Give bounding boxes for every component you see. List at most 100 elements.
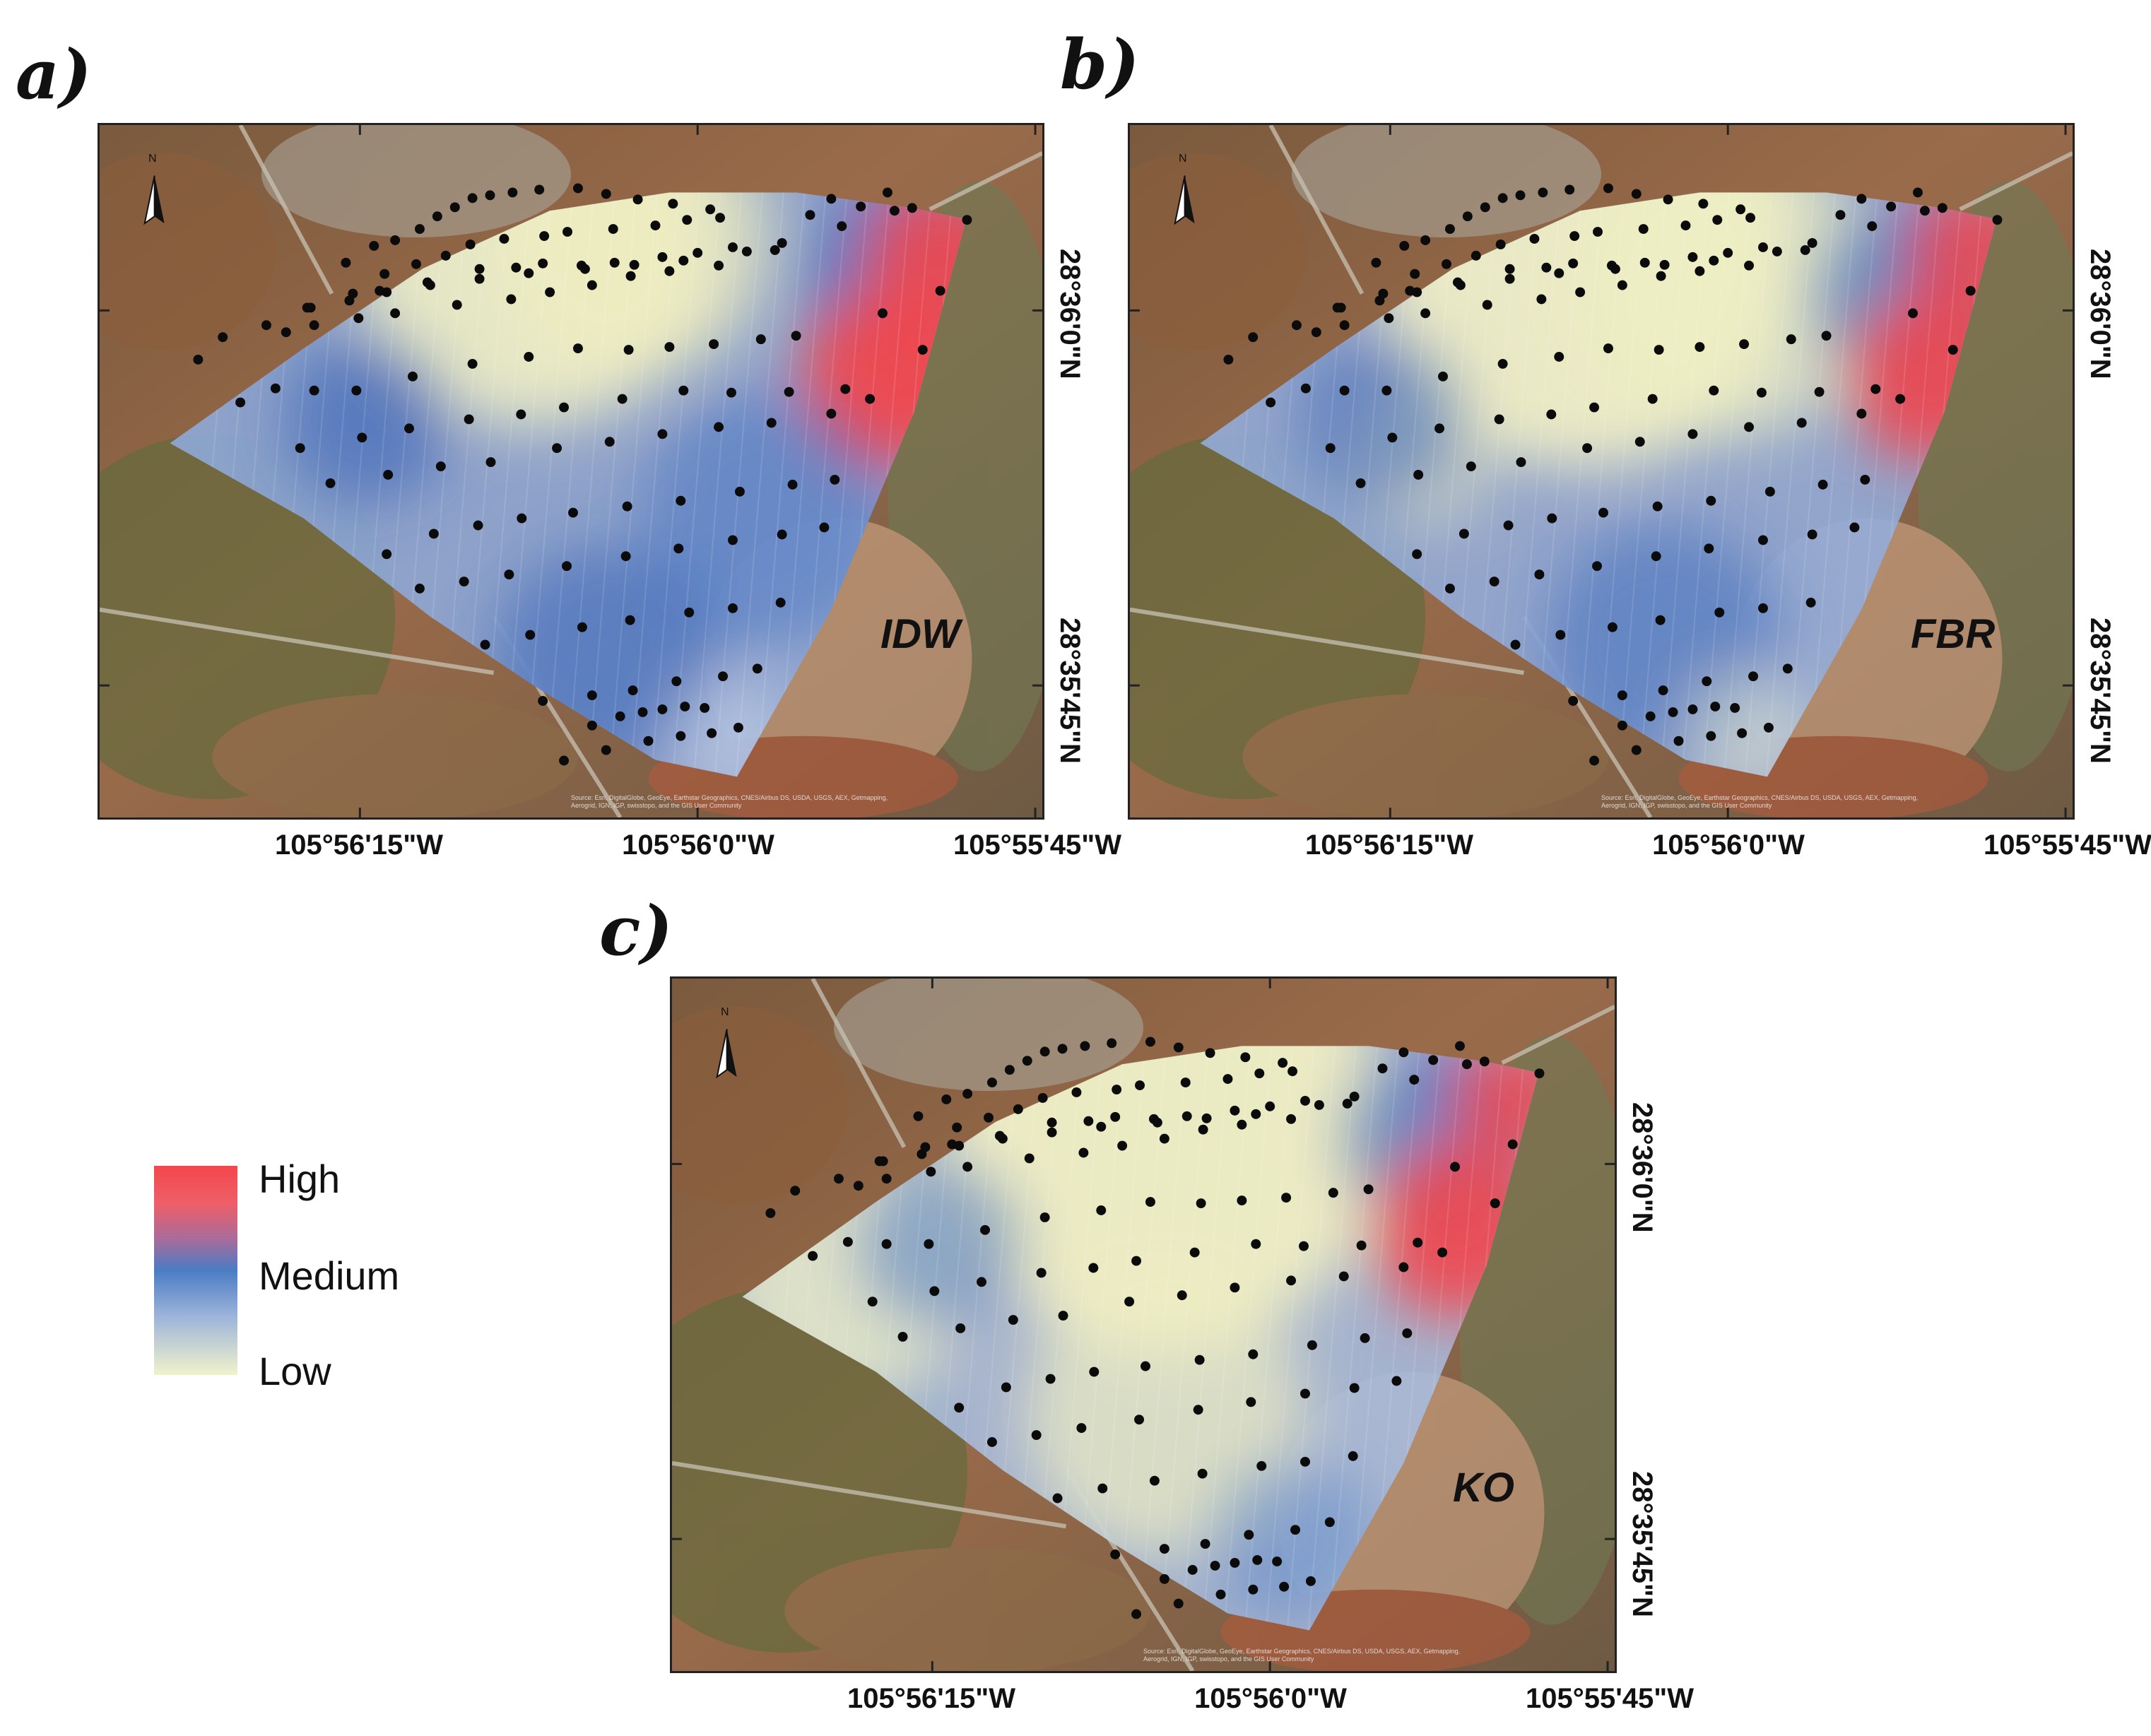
sampling-point (1256, 1460, 1267, 1471)
sampling-point (1349, 1383, 1360, 1393)
sampling-point (1300, 383, 1311, 394)
sampling-point (1603, 343, 1613, 354)
sampling-point (830, 474, 840, 485)
sampling-point (1870, 384, 1881, 394)
sampling-point (1723, 247, 1733, 258)
sampling-point (1490, 1198, 1500, 1209)
sampling-point (428, 529, 439, 539)
sampling-point (1031, 1430, 1042, 1441)
sampling-point (1546, 409, 1557, 420)
sampling-point (1739, 339, 1750, 350)
map-attribution: Source: Esri, DigitalGlobe, GeoEye, Eart… (1143, 1648, 1461, 1663)
sampling-point (1248, 1584, 1259, 1595)
sampling-point (1152, 1117, 1162, 1128)
sampling-point (897, 1331, 908, 1342)
sampling-point (601, 189, 611, 199)
sampling-point (1360, 1333, 1370, 1343)
sampling-point (1919, 206, 1930, 216)
sampling-point (1124, 1297, 1135, 1307)
sampling-point (1251, 1239, 1261, 1249)
legend-color-ramp (154, 1166, 237, 1375)
sampling-point (1479, 1056, 1490, 1067)
sampling-point (770, 244, 780, 255)
sampling-point (1494, 414, 1504, 425)
sampling-point (1076, 1423, 1087, 1434)
sampling-point (270, 383, 281, 394)
sampling-point (1251, 1109, 1261, 1119)
sampling-point (657, 252, 668, 262)
sampling-point (678, 385, 689, 396)
sampling-point (1471, 250, 1481, 261)
sampling-point (1867, 221, 1878, 232)
sampling-point (1078, 1147, 1089, 1158)
sampling-point (1438, 371, 1448, 382)
sampling-point (1702, 676, 1712, 687)
sampling-point (545, 287, 555, 297)
sampling-point (874, 1156, 885, 1167)
sampling-point (1764, 486, 1775, 497)
sampling-point (1398, 1047, 1409, 1058)
sampling-point (805, 210, 815, 220)
sampling-point (1083, 1116, 1094, 1126)
sampling-point (1658, 685, 1668, 696)
sampling-point (1652, 501, 1663, 512)
sampling-point (1695, 266, 1705, 276)
sampling-point (295, 443, 305, 454)
sampling-point (1554, 352, 1564, 362)
sampling-point (1194, 1354, 1205, 1365)
sampling-point (559, 755, 570, 766)
sampling-point (741, 246, 752, 256)
sampling-point (499, 234, 509, 244)
sampling-point (1651, 551, 1661, 562)
sampling-point (1197, 1468, 1208, 1479)
sampling-point (449, 202, 460, 213)
sampling-point (765, 1208, 776, 1218)
sampling-point (1246, 1397, 1256, 1407)
sampling-point (1291, 320, 1302, 331)
sampling-point (929, 1286, 940, 1297)
sampling-point (1617, 280, 1627, 290)
sampling-point (1131, 1609, 1142, 1619)
sampling-point (917, 345, 928, 355)
sampling-point (390, 308, 401, 319)
sampling-point (568, 507, 578, 518)
sampling-point (1655, 615, 1666, 625)
sampling-point (1300, 1388, 1310, 1399)
legend-medium-label: Medium (259, 1253, 400, 1298)
sampling-point (1052, 1493, 1063, 1504)
longitude-label: 105°56'15"W (1305, 829, 1473, 861)
sampling-point (997, 1133, 1008, 1144)
sampling-point (1737, 728, 1748, 738)
sampling-point (1568, 696, 1579, 706)
sampling-point (1286, 1275, 1297, 1286)
longitude-label: 105°55'45"W (1984, 829, 2151, 861)
sampling-point (1745, 213, 1756, 223)
sampling-point (325, 478, 336, 488)
sampling-point (1534, 1068, 1545, 1079)
sampling-point (676, 731, 686, 741)
sampling-point (1110, 1549, 1121, 1559)
sampling-point (1592, 561, 1602, 572)
sampling-point (853, 1181, 864, 1191)
sampling-point (1412, 549, 1422, 560)
graticule-ticks (672, 979, 1615, 1671)
sampling-point (1324, 1517, 1335, 1528)
sampling-point (714, 422, 724, 432)
sampling-point (1240, 1052, 1251, 1063)
sampling-point (524, 268, 534, 278)
sampling-point (1374, 295, 1385, 306)
sampling-point (1712, 215, 1723, 225)
sampling-point (235, 397, 246, 408)
sampling-point (1110, 1111, 1121, 1122)
sampling-point (715, 213, 726, 223)
sampling-point (538, 696, 548, 706)
sampling-point (777, 238, 787, 248)
sampling-point (1510, 639, 1521, 650)
sampling-point (1772, 246, 1782, 256)
sampling-point (1482, 300, 1492, 310)
sampling-point (1687, 704, 1698, 714)
sampling-point (1860, 474, 1870, 485)
sampling-point (465, 240, 476, 249)
sampling-point (1564, 184, 1575, 195)
sampling-point (926, 1167, 936, 1177)
